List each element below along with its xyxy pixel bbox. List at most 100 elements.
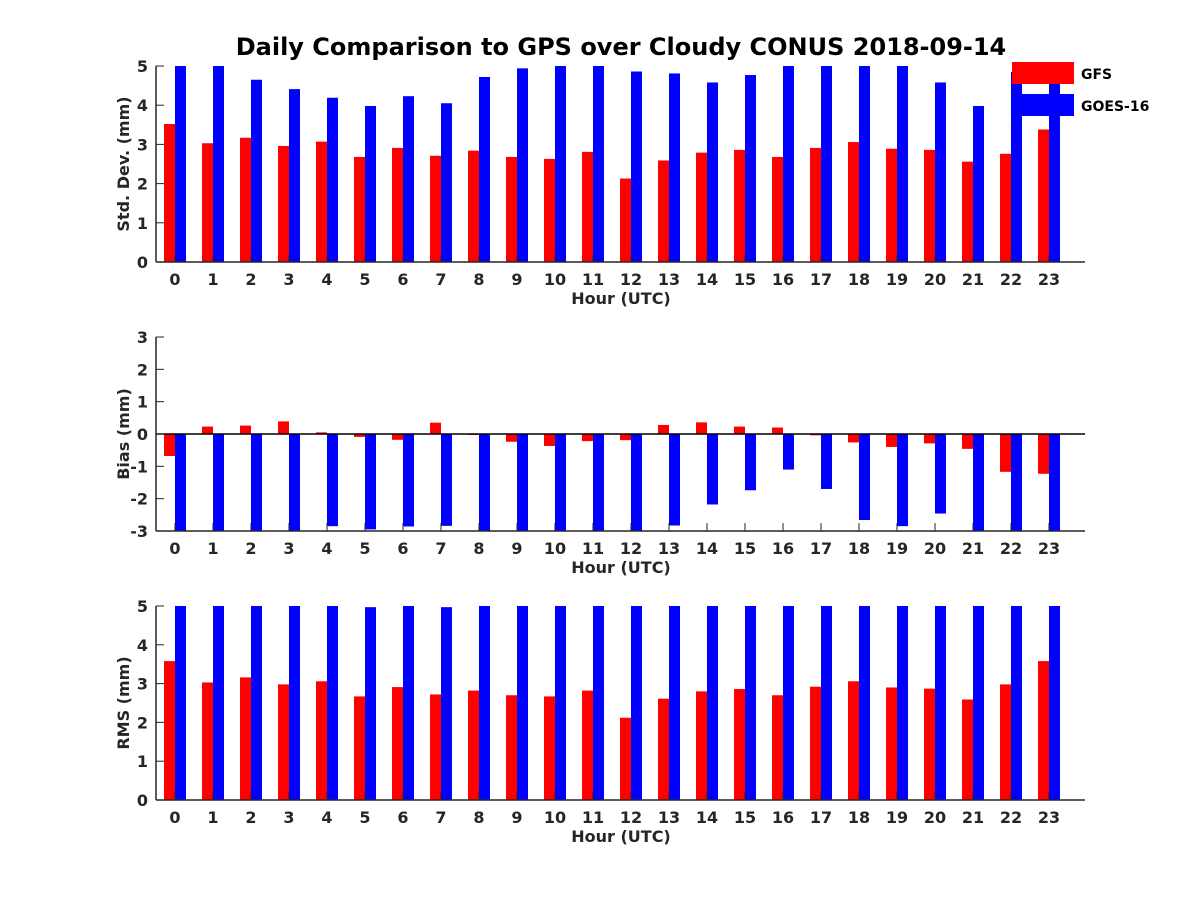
bar-gfs-19 (886, 148, 897, 262)
x-tick-label: 9 (511, 270, 522, 289)
x-tick-label: 7 (435, 270, 446, 289)
x-tick-label: 8 (473, 270, 484, 289)
bar-goes-16-3 (289, 606, 300, 800)
bar-gfs-9 (506, 695, 517, 800)
bar-goes-16-15 (745, 606, 756, 800)
x-tick-label: 10 (544, 539, 566, 558)
bar-goes-16-9 (517, 68, 528, 263)
x-tick-label: 17 (810, 539, 832, 558)
x-tick-label: 3 (283, 808, 294, 827)
y-tick-label: 1 (137, 752, 148, 771)
bar-goes-16-2 (251, 606, 262, 800)
bar-goes-16-20 (935, 82, 946, 263)
x-tick-label: 18 (848, 270, 870, 289)
x-tick-label: 18 (848, 539, 870, 558)
bar-goes-16-18 (859, 606, 870, 800)
bar-goes-16-4 (327, 97, 338, 262)
bar-gfs-8 (468, 150, 479, 262)
bar-goes-16-11 (593, 606, 604, 800)
bar-goes-16-13 (669, 73, 680, 262)
bar-goes-16-22 (1011, 71, 1022, 262)
bar-gfs-16 (772, 427, 783, 434)
x-tick-label: 0 (169, 539, 180, 558)
bar-gfs-1 (202, 682, 213, 800)
bar-goes-16-17 (821, 434, 832, 489)
bar-gfs-0 (164, 661, 175, 800)
bar-gfs-15 (734, 426, 745, 434)
x-tick-label: 17 (810, 270, 832, 289)
x-tick-label: 10 (544, 270, 566, 289)
x-tick-label: 7 (435, 539, 446, 558)
bar-gfs-1 (202, 426, 213, 434)
bar-goes-16-12 (631, 606, 642, 800)
bar-gfs-22 (1000, 153, 1011, 262)
bar-gfs-20 (924, 688, 935, 800)
bar-gfs-9 (506, 434, 517, 442)
x-tick-label: 20 (924, 539, 946, 558)
legend-label-gfs: GFS (1081, 67, 1112, 83)
bar-gfs-18 (848, 142, 859, 262)
bar-goes-16-10 (555, 434, 566, 531)
bar-gfs-3 (278, 684, 289, 800)
bar-gfs-23 (1038, 434, 1049, 474)
bar-goes-16-6 (403, 96, 414, 263)
bar-goes-16-21 (973, 606, 984, 800)
bar-gfs-14 (696, 691, 707, 800)
y-tick-label: 0 (137, 253, 148, 272)
bar-gfs-18 (848, 681, 859, 800)
bar-gfs-14 (696, 422, 707, 434)
bar-gfs-7 (430, 422, 441, 434)
bar-gfs-12 (620, 178, 631, 262)
x-tick-label: 19 (886, 270, 908, 289)
y-axis-label: Bias (mm) (114, 388, 133, 480)
y-tick-label: 1 (137, 214, 148, 233)
x-tick-label: 8 (473, 539, 484, 558)
x-tick-label: 22 (1000, 808, 1022, 827)
bar-goes-16-14 (707, 606, 718, 800)
x-tick-label: 9 (511, 808, 522, 827)
legend-swatch-goes-16 (1012, 94, 1074, 116)
bar-goes-16-6 (403, 606, 414, 800)
x-tick-label: 3 (283, 539, 294, 558)
bar-goes-16-10 (555, 606, 566, 800)
x-tick-label: 1 (207, 539, 218, 558)
y-tick-label: 5 (137, 597, 148, 616)
bar-gfs-4 (316, 432, 327, 434)
bar-goes-16-1 (213, 66, 224, 262)
x-tick-label: 21 (962, 270, 984, 289)
x-tick-label: 14 (696, 539, 718, 558)
bar-gfs-16 (772, 156, 783, 262)
bar-gfs-1 (202, 143, 213, 262)
x-tick-label: 13 (658, 808, 680, 827)
x-tick-label: 14 (696, 270, 718, 289)
x-tick-label: 19 (886, 808, 908, 827)
bar-goes-16-22 (1011, 434, 1022, 531)
bar-goes-16-17 (821, 606, 832, 800)
x-tick-label: 20 (924, 808, 946, 827)
bar-gfs-2 (240, 137, 251, 262)
bar-gfs-10 (544, 434, 555, 446)
y-tick-label: 3 (137, 135, 148, 154)
bar-goes-16-13 (669, 606, 680, 800)
bar-goes-16-16 (783, 434, 794, 470)
bar-goes-16-0 (175, 606, 186, 800)
y-tick-label: 0 (137, 791, 148, 810)
bar-goes-16-8 (479, 606, 490, 800)
y-tick-label: 2 (137, 360, 148, 379)
bar-goes-16-11 (593, 66, 604, 262)
x-tick-label: 22 (1000, 270, 1022, 289)
bar-goes-16-5 (365, 607, 376, 800)
x-tick-label: 12 (620, 270, 642, 289)
bar-gfs-19 (886, 687, 897, 800)
bar-goes-16-17 (821, 66, 832, 262)
x-tick-label: 2 (245, 270, 256, 289)
bar-goes-16-23 (1049, 77, 1060, 262)
x-tick-label: 18 (848, 808, 870, 827)
bar-goes-16-19 (897, 66, 908, 262)
x-tick-label: 22 (1000, 539, 1022, 558)
x-tick-label: 23 (1038, 808, 1060, 827)
x-tick-label: 6 (397, 270, 408, 289)
x-tick-label: 11 (582, 270, 604, 289)
